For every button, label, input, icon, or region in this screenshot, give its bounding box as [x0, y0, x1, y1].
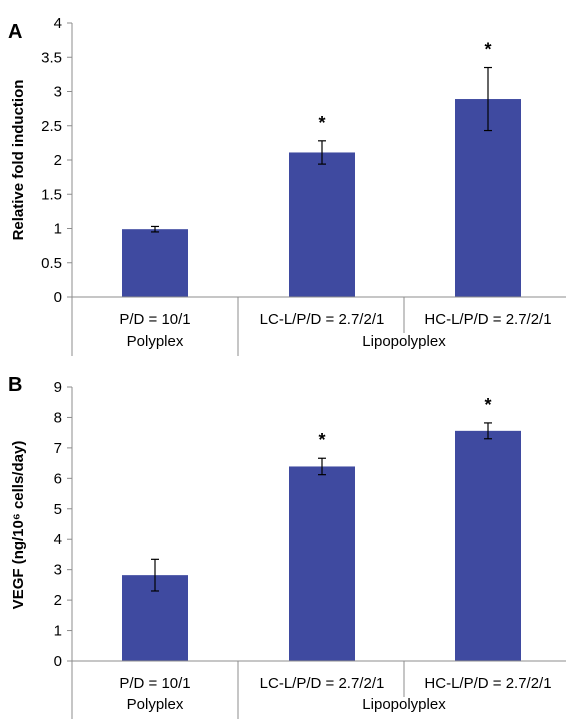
panel-b-letter: B	[8, 374, 22, 396]
panel-a-category-label: LC-L/P/D = 2.7/2/1	[260, 311, 385, 328]
panel-b-y-tick-label: 7	[54, 440, 62, 457]
panel-b-y-axis-label: VEGF (ng/10⁶ cells/day)	[10, 441, 27, 610]
panel-b-category-label: P/D = 10/1	[119, 675, 190, 692]
panel-b-bar	[289, 466, 355, 661]
panel-a-bar	[455, 99, 521, 297]
panel-a-category-label: HC-L/P/D = 2.7/2/1	[424, 311, 551, 328]
panel-b-bars	[122, 430, 521, 661]
panel-a-y-tick-label: 3	[54, 84, 62, 101]
panel-a-category-label: P/D = 10/1	[119, 311, 190, 328]
panel-a-significance-marker: *	[484, 40, 491, 60]
panel-a-letter: A	[8, 21, 22, 43]
panel-b-y-tick-label: 6	[54, 470, 62, 487]
panel-a-bar	[289, 152, 355, 297]
panel-b-significance-marker: *	[318, 430, 325, 450]
panel-a-group-label: Polyplex	[127, 333, 184, 350]
panel-a-y-tick-label: 2.5	[41, 118, 62, 135]
panel-a-bar	[122, 229, 188, 297]
panel-a-group-label: Lipopolyplex	[362, 333, 446, 350]
panel-b-group-label: Lipopolyplex	[362, 696, 446, 713]
panel-a-y-ticks: 0 0.5 1 1.5 2 2.5 3 3.5 4	[41, 15, 72, 306]
panel-a-y-tick-label: 0.5	[41, 255, 62, 272]
panel-a-chart: A Relative fold induction 0 0.5 1 1.5 2 2.5 3 3…	[8, 15, 566, 356]
panel-b-y-tick-label: 8	[54, 409, 62, 426]
panel-a-significance: **	[318, 40, 491, 133]
panel-a-y-tick-label: 2	[54, 152, 62, 169]
panel-b-y-tick-label: 3	[54, 562, 62, 579]
panel-a-bars	[122, 99, 521, 297]
panel-a-axes	[71, 23, 566, 356]
panel-a-y-axis-label: Relative fold induction	[10, 80, 27, 241]
panel-b-y-tick-label: 4	[54, 531, 62, 548]
panel-b-y-tick-label: 9	[54, 379, 62, 396]
panel-b-y-tick-label: 1	[54, 623, 62, 640]
panel-b-y-tick-label: 5	[54, 501, 62, 518]
panel-a-y-tick-label: 4	[54, 15, 62, 32]
panel-b-significance-marker: *	[484, 395, 491, 415]
panel-b-significance: **	[318, 395, 491, 450]
panel-a-y-tick-label: 3.5	[41, 49, 62, 66]
panel-b-axes	[71, 387, 566, 719]
panel-b-category-label: LC-L/P/D = 2.7/2/1	[260, 675, 385, 692]
panel-a-y-tick-label: 1	[54, 221, 62, 238]
panel-b-y-ticks: 0 1 2 3 4 5 6 7 8 9	[54, 379, 72, 670]
panel-b-y-tick-label: 0	[54, 653, 62, 670]
panel-a-y-tick-label: 0	[54, 289, 62, 306]
panel-b-category-labels: P/D = 10/1 LC-L/P/D = 2.7/2/1 HC-L/P/D = 2…	[119, 675, 551, 713]
panel-b-category-label: HC-L/P/D = 2.7/2/1	[424, 675, 551, 692]
panel-b-y-tick-label: 2	[54, 592, 62, 609]
panel-a-category-labels: P/D = 10/1 LC-L/P/D = 2.7/2/1 HC-L/P/D = 2…	[119, 311, 551, 350]
panel-b-error-bars	[151, 422, 492, 592]
panel-b-bar	[455, 430, 521, 661]
panel-b-group-label: Polyplex	[127, 696, 184, 713]
panel-a-error-bars	[151, 66, 492, 233]
panel-a-significance-marker: *	[318, 113, 325, 133]
panel-a-y-tick-label: 1.5	[41, 186, 62, 203]
